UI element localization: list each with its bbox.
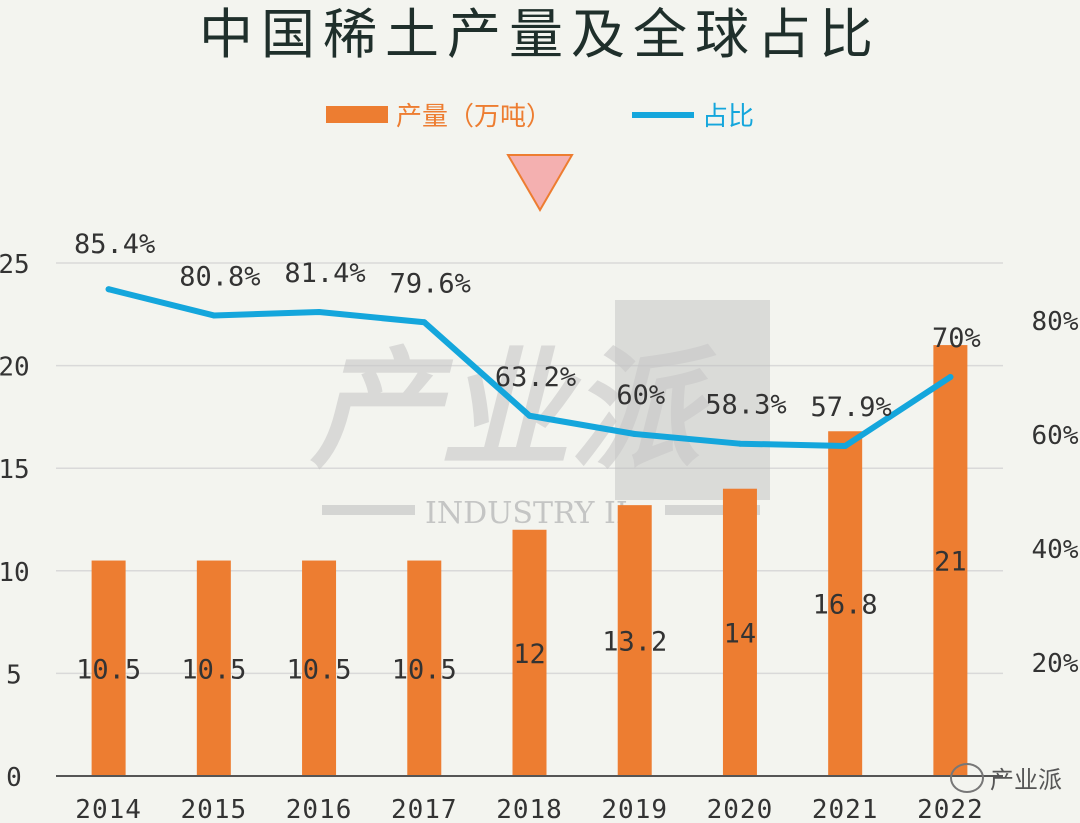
- line-data-label: 63.2%: [495, 362, 576, 393]
- line-series: 85.4% 80.8% 81.4% 79.6% 63.2% 60% 58.3% 57.9% 70…: [74, 229, 981, 449]
- y-right-tick-label: 80%: [1032, 307, 1079, 337]
- y-right-tick-label: 60%: [1032, 421, 1079, 451]
- bar-data-label: 12: [513, 639, 546, 670]
- x-tick-label: 2021: [812, 795, 879, 823]
- line-data-label: 70%: [932, 323, 981, 354]
- share-point: [631, 431, 638, 437]
- legend-label-production: 产量（万吨）: [396, 102, 553, 132]
- watermark: 产业派 INDUSTRY II: [310, 300, 770, 531]
- line-data-label: 58.3%: [705, 390, 786, 421]
- footer-watermark: 产业派: [950, 760, 1062, 795]
- y-left-tick-label: 5: [6, 660, 22, 690]
- bar: [512, 529, 547, 776]
- line-data-label: 80.8%: [179, 261, 260, 292]
- bar: [407, 560, 442, 776]
- share-point: [105, 286, 112, 293]
- watermark-sub: INDUSTRY II: [425, 496, 628, 531]
- bar-data-label: 16.8: [813, 590, 878, 621]
- share-point: [526, 412, 533, 419]
- bar-data-label: 10.5: [287, 654, 352, 685]
- x-tick-label: 2020: [707, 795, 774, 823]
- y-right-tick-label: 20%: [1032, 649, 1079, 679]
- axes: 0 5 10 15 20 25 20% 40% 60% 80% 2014 2015 2016 2017 20…: [0, 250, 1079, 823]
- legend-swatch-line: [632, 111, 694, 118]
- bar-data-label: 21: [934, 547, 967, 578]
- bar: [828, 431, 863, 776]
- line-data-label: 79.6%: [390, 268, 471, 299]
- share-point: [316, 309, 323, 316]
- bar: [196, 560, 231, 776]
- bar: [617, 505, 652, 776]
- line-data-label: 85.4%: [74, 229, 155, 260]
- y-left-tick-label: 20: [0, 353, 30, 383]
- y-left-tick-label: 10: [0, 558, 30, 588]
- chart-legend: 产量（万吨） 占比: [0, 96, 1080, 140]
- legend-label-share: 占比: [702, 102, 755, 132]
- share-point: [842, 442, 849, 449]
- y-left-tick-label: 0: [6, 763, 22, 793]
- x-tick-label: 2017: [391, 795, 458, 823]
- legend-swatch-bar: [326, 106, 388, 123]
- bar-data-label: 14: [724, 618, 757, 649]
- share-point: [736, 440, 743, 447]
- bar: [722, 488, 757, 776]
- bar: [302, 560, 337, 776]
- chart-title: 中国稀土产量及全球占比: [199, 3, 881, 66]
- wechat-icon: [950, 762, 984, 793]
- share-point: [421, 319, 428, 326]
- y-right-tick-label: 40%: [1032, 535, 1079, 565]
- bar-series: 10.5 10.5 10.5 10.5 12 13.2 14 16.8 21: [76, 345, 968, 776]
- bar-data-label: 10.5: [76, 654, 141, 685]
- triangle-marker-icon: [506, 154, 574, 212]
- bar-data-label: 10.5: [181, 654, 246, 685]
- footer-watermark-text: 产业派: [990, 766, 1062, 794]
- x-tick-label: 2019: [601, 795, 668, 823]
- line-data-label: 81.4%: [284, 258, 365, 289]
- watermark-flag-shape: [615, 300, 770, 500]
- legend-item-share: 占比: [632, 96, 754, 133]
- watermark-brand: 产业派: [310, 334, 717, 486]
- share-point: [947, 374, 954, 380]
- x-tick-label: 2015: [181, 795, 248, 823]
- x-tick-label: 2016: [286, 795, 353, 823]
- y-left-tick-label: 25: [0, 250, 30, 280]
- x-tick-label: 2022: [917, 795, 984, 823]
- bar: [933, 345, 968, 776]
- bar-data-label: 13.2: [602, 627, 667, 658]
- bar: [91, 560, 126, 776]
- x-tick-label: 2018: [496, 795, 563, 823]
- y-left-tick-label: 15: [0, 455, 30, 485]
- share-point: [210, 312, 217, 319]
- legend-item-production: 产量（万吨）: [326, 96, 552, 133]
- line-data-label: 60%: [616, 380, 665, 411]
- x-tick-label: 2014: [75, 795, 142, 823]
- bar-data-label: 10.5: [392, 654, 457, 685]
- line-data-label: 57.9%: [811, 392, 892, 423]
